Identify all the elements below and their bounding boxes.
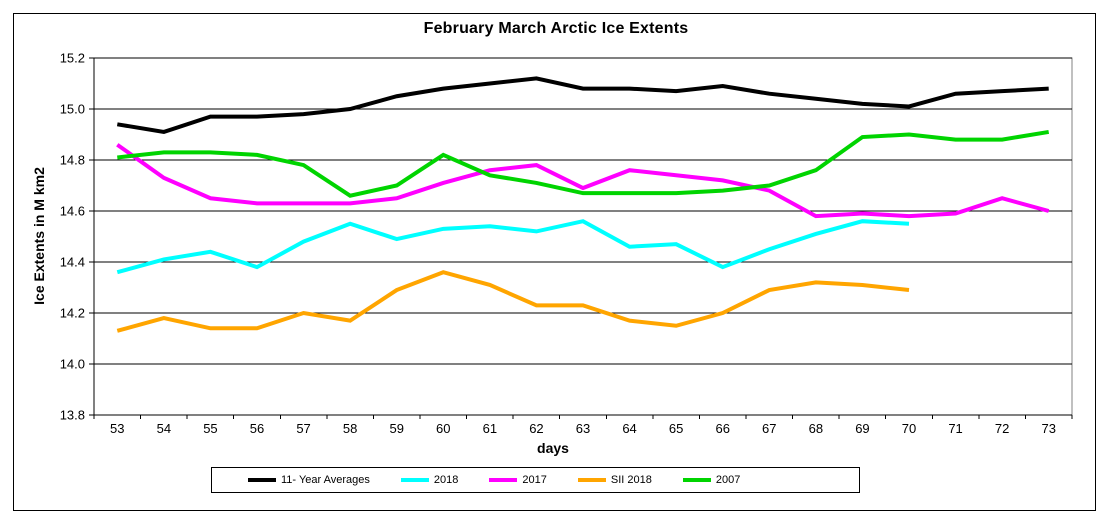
series-line-2017 — [116, 143, 1050, 219]
x-tick-label: 58 — [343, 421, 357, 436]
legend-label: 2007 — [715, 474, 741, 486]
legend-label: 11- Year Averages — [281, 474, 370, 486]
legend-swatch-2017 — [489, 478, 518, 482]
x-tick-label: 59 — [389, 421, 403, 436]
series-line-sii-2018 — [116, 270, 910, 333]
legend-swatch-2018 — [400, 478, 429, 482]
y-tick-label: 14.4 — [60, 255, 85, 270]
legend-swatch-sii-2018 — [577, 478, 606, 482]
x-tick-label: 63 — [576, 421, 590, 436]
x-axis-title: days — [537, 440, 569, 456]
x-tick-label: 56 — [250, 421, 264, 436]
series-line-11-year-averages — [116, 76, 1049, 135]
x-tick-label: 70 — [902, 421, 916, 436]
x-tick-label: 57 — [296, 421, 310, 436]
x-tick-label: 64 — [622, 421, 636, 436]
y-tick-label: 14.6 — [60, 204, 85, 219]
x-tick-label: 69 — [855, 421, 869, 436]
x-tick-label: 68 — [809, 421, 823, 436]
x-tick-label: 66 — [715, 421, 729, 436]
series-line-2018 — [116, 219, 910, 275]
legend-item: 2017 — [489, 474, 547, 486]
legend-label: 2018 — [433, 474, 459, 486]
x-tick-label: 65 — [669, 421, 683, 436]
chart-outer-border — [13, 13, 1096, 511]
legend-label: 2017 — [522, 474, 547, 486]
x-tick-label: 53 — [110, 421, 124, 436]
y-tick-label: 13.8 — [60, 408, 85, 423]
x-tick-label: 55 — [203, 421, 217, 436]
y-tick-label: 14.0 — [60, 357, 85, 372]
y-tick-label: 15.2 — [60, 51, 85, 66]
x-tick-label: 62 — [529, 421, 543, 436]
series-line-2007 — [117, 129, 1050, 198]
x-tick-label: 71 — [948, 421, 962, 436]
plot-border — [93, 57, 1073, 416]
legend-item: 2007 — [682, 474, 741, 486]
x-tick-label: 73 — [1041, 421, 1055, 436]
x-tick-label: 61 — [483, 421, 497, 436]
chart-title: February March Arctic Ice Extents — [423, 20, 689, 37]
y-tick-label: 14.2 — [60, 306, 85, 321]
legend-swatch-11-year-averages — [248, 478, 276, 482]
legend-item: SII 2018 — [577, 474, 652, 486]
x-tick-label: 54 — [157, 421, 171, 436]
x-tick-label: 72 — [995, 421, 1009, 436]
legend-item: 11- Year Averages — [248, 474, 370, 486]
y-tick-label: 15.0 — [60, 102, 85, 117]
legend-label: SII 2018 — [610, 474, 652, 486]
y-tick-label: 14.8 — [60, 153, 85, 168]
x-tick-label: 60 — [436, 421, 450, 436]
legend-swatch-2007 — [682, 478, 711, 482]
x-tick-label: 67 — [762, 421, 776, 436]
legend: 11- Year Averages 2018 2017 SII 2018 2007 — [211, 467, 860, 493]
legend-item: 2018 — [400, 474, 459, 486]
